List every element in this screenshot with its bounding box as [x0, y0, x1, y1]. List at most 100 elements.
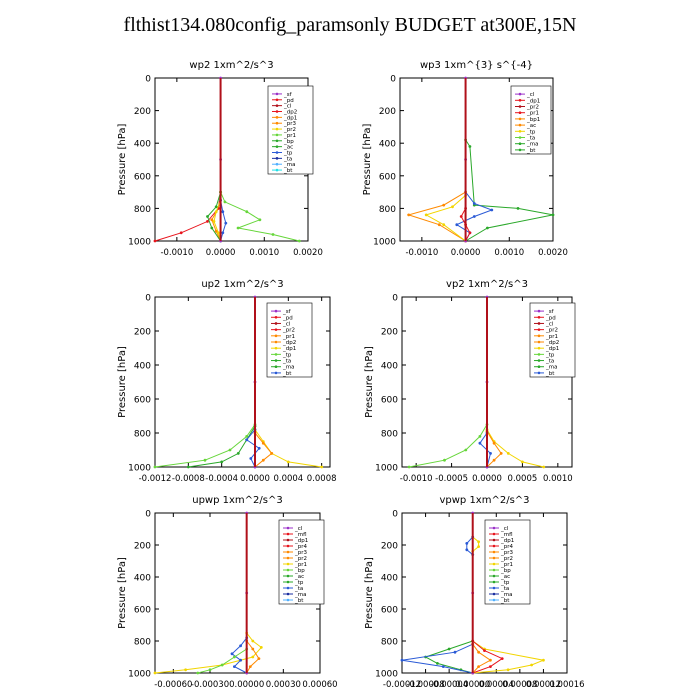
legend-entry: _ta [545, 359, 554, 365]
series-line [472, 640, 546, 674]
y-tick-label: 400 [379, 140, 396, 150]
legend-marker [492, 526, 496, 530]
legend-marker [274, 353, 278, 356]
y-tick-label: 1000 [128, 464, 151, 474]
data-point [521, 460, 524, 464]
data-point [239, 658, 243, 662]
legend-marker [286, 550, 290, 554]
y-tick-label: 400 [134, 140, 151, 150]
data-point [258, 218, 262, 222]
data-point [261, 458, 265, 462]
y-tick-label: 800 [134, 430, 151, 440]
data-point [239, 644, 243, 648]
x-tick-label: -0.0012 [139, 474, 172, 484]
y-tick-label: 1000 [375, 464, 398, 474]
x-tick-label: -0.00004 [430, 680, 468, 690]
legend-entry: _ta [294, 586, 303, 592]
data-point [489, 452, 492, 455]
y-tick-label: 1000 [128, 670, 151, 680]
legend-entry: _ac [283, 145, 293, 151]
y-tick-label: 400 [134, 362, 151, 372]
legend-marker [286, 580, 290, 584]
legend-entry: _sf [282, 309, 292, 315]
data-point [259, 646, 263, 649]
legend-marker [492, 586, 496, 590]
data-point [443, 458, 446, 462]
legend-entry: _dp2 [545, 340, 559, 346]
data-point [459, 215, 463, 218]
legend-entry: _cl [545, 321, 554, 327]
legend-marker [286, 532, 290, 536]
y-tick-label: 800 [134, 205, 151, 215]
legend-marker [537, 315, 541, 319]
legend-marker [286, 544, 290, 548]
x-tick-label: -0.0004 [205, 474, 238, 484]
legend-entry: _bt [294, 598, 304, 604]
legend-marker [275, 121, 279, 125]
y-axis-label: Pressure [hPa] [364, 346, 375, 418]
data-point [442, 203, 446, 207]
legend-box [267, 85, 314, 175]
data-point [477, 665, 480, 668]
chart-panel-5: upwp 1xm^2/s^3 Pressure [hPa] 0 200 400 600 80… [117, 495, 338, 690]
legend-entry: _ma [283, 162, 295, 168]
y-tick-label: 600 [381, 396, 398, 406]
legend-marker [275, 116, 279, 119]
data-point [492, 441, 496, 445]
y-tick-label: 800 [381, 430, 398, 440]
legend-entry: _cl [282, 321, 291, 327]
x-tick-label: 0.0010 [543, 474, 573, 484]
data-point [436, 662, 439, 665]
x-tick-label: -0.0010 [400, 474, 433, 484]
x-tick-label: 0.00000 [455, 680, 490, 690]
data-point [499, 452, 503, 455]
legend-entry: _tp [500, 580, 510, 586]
y-tick-label: 800 [381, 638, 398, 648]
chart-panel-3: up2 1xm^2/s^3 Pressure [hPa] 0 200 400 600 800… [117, 279, 337, 484]
data-point [271, 233, 275, 236]
data-point [489, 665, 492, 668]
y-tick-label: 0 [145, 75, 151, 85]
data-point [542, 465, 546, 469]
legend-entry: _ta [282, 359, 291, 365]
y-axis-label: Pressure [hPa] [117, 557, 128, 629]
y-axis-label: Pressure [hPa] [117, 124, 128, 196]
legend-entry: _ta [283, 156, 292, 162]
legend-entry: _pr3 [283, 121, 297, 127]
series-line [231, 637, 248, 674]
legend-entry: _bp1 [526, 117, 540, 123]
legend-marker [537, 353, 541, 356]
legend-entry: _ma [545, 365, 557, 371]
y-tick-label: 0 [390, 75, 396, 85]
legend-marker [518, 117, 522, 121]
data-point [320, 465, 324, 469]
legend-marker [492, 550, 496, 554]
legend-marker [537, 340, 541, 344]
legend-entry: _pr1 [283, 133, 296, 139]
legend-marker [275, 92, 279, 96]
data-point [230, 652, 234, 656]
data-point [468, 145, 472, 148]
y-tick-label: 600 [134, 396, 151, 406]
legend-marker [275, 145, 279, 148]
legend-entry: _sf [545, 309, 555, 315]
legend-entry: _ma [294, 592, 306, 598]
legend-entry: _pr3 [294, 550, 308, 556]
legend-entry: _tp [545, 352, 555, 358]
data-point [400, 658, 404, 662]
legend-marker [274, 334, 278, 338]
legend-entry: _cl [283, 104, 292, 110]
data-point [214, 210, 218, 214]
legend-entry: _ac [500, 574, 510, 580]
chart-panel-6: vpwp 1xm^2/s^3 Pressure [hPa] 0 200 400 600 80… [364, 495, 585, 690]
legend-marker [275, 151, 279, 154]
data-point [478, 435, 482, 438]
data-point [441, 665, 445, 668]
data-point [220, 460, 224, 464]
legend-marker [518, 142, 522, 145]
legend-entry: _bt [500, 598, 510, 604]
legend-entry: _pr4 [294, 544, 308, 550]
legend-entry: _tp [526, 129, 536, 135]
x-tick-label: 0.0005 [508, 474, 538, 484]
